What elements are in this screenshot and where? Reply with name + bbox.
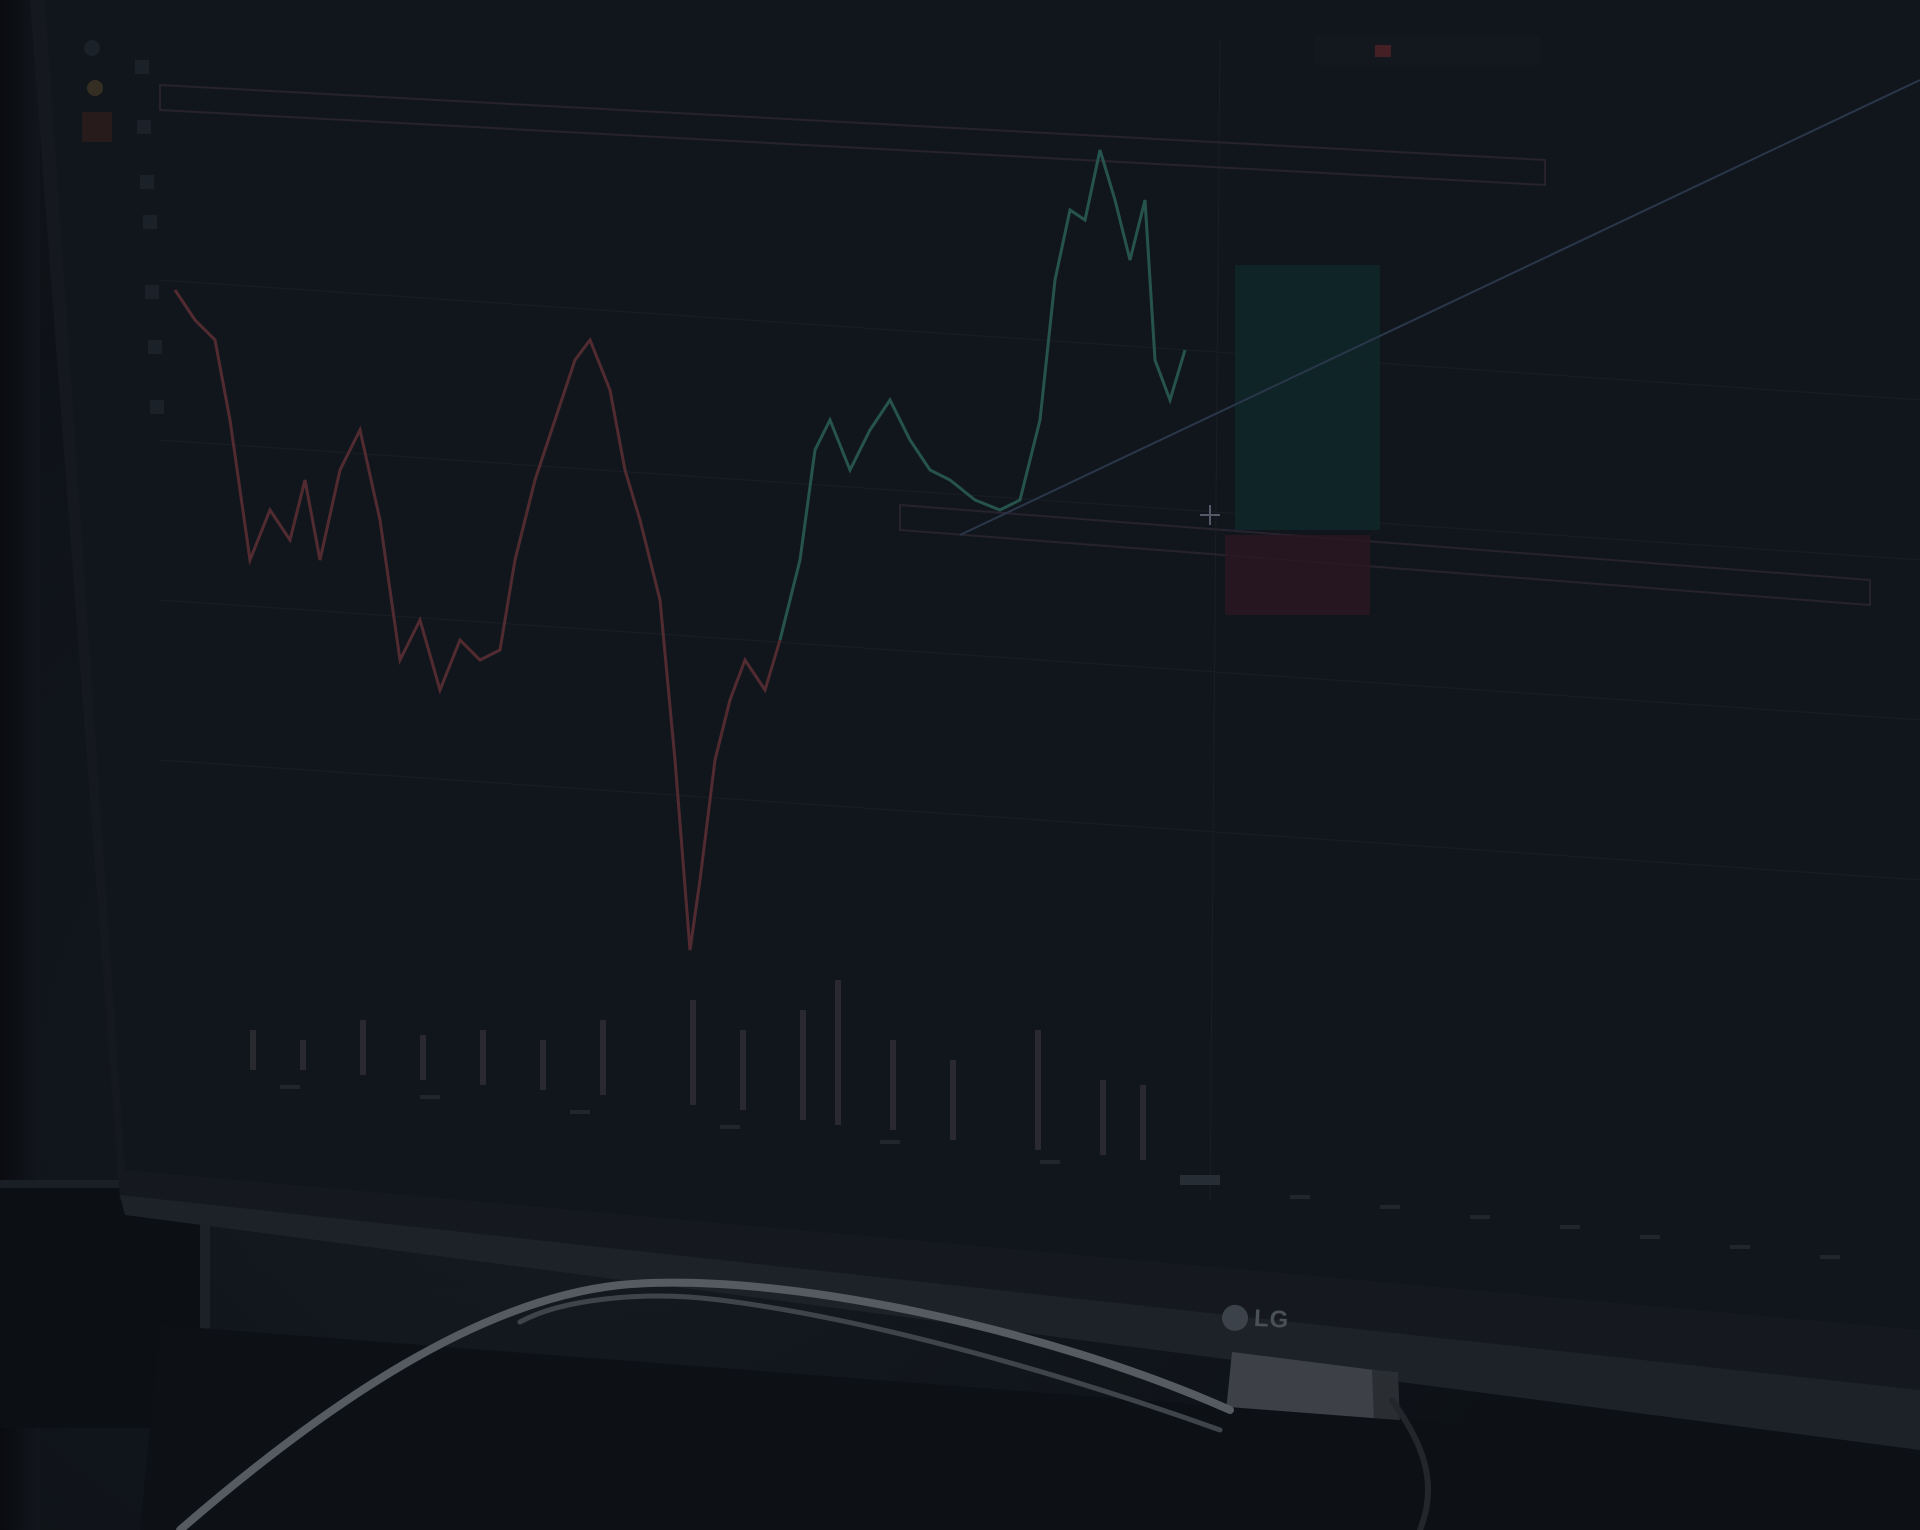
volume-bar: [835, 980, 841, 1125]
volume-bar: [300, 1040, 306, 1070]
volume-bar: [740, 1030, 746, 1110]
price-path-down: [173, 289, 782, 951]
resistance-zone: [159, 83, 1546, 187]
monitor: [30, 0, 1920, 1450]
toolbar-icon: [143, 215, 157, 229]
toolbar-icon: [145, 285, 159, 299]
gridline: [159, 599, 1920, 721]
axis-tick-mark: [1820, 1255, 1840, 1259]
volume-bars: [250, 980, 1146, 1160]
short-position-zone: [1225, 535, 1370, 615]
axis-tick-mark: [570, 1110, 590, 1114]
axis-tick-mark: [1290, 1195, 1310, 1199]
gridline: [1209, 39, 1221, 1201]
chart-gridlines: [159, 39, 1920, 1201]
long-position-zone: [1235, 265, 1380, 530]
toolbar-icon: [148, 340, 162, 354]
gridline: [159, 279, 1920, 401]
desk-surface: [140, 1325, 1920, 1530]
time-axis-ticks: [280, 1085, 1840, 1259]
toolbar-icon: [84, 40, 100, 56]
floating-drawing-toolbar: [1315, 35, 1540, 65]
monitor-bottom-bezel: [120, 1195, 1920, 1450]
price-path-up: [778, 149, 1187, 641]
cables: [176, 1278, 1432, 1530]
toolbar-icon: [150, 400, 164, 414]
axis-tick-mark: [880, 1140, 900, 1144]
cable-third: [1389, 1397, 1432, 1530]
cable-main: [176, 1278, 1234, 1530]
trend-line: [959, 79, 1920, 536]
toolbar-icon: [137, 120, 151, 134]
toolbar-icon-active: [82, 112, 112, 142]
chart-area: [82, 35, 1920, 1259]
toolbar-icon: [135, 60, 149, 74]
volume-bar: [1035, 1030, 1041, 1150]
floating-toolbar-bg: [1315, 35, 1540, 65]
axis-tick-mark: [1560, 1225, 1580, 1229]
volume-bar: [690, 1000, 696, 1105]
volume-bar: [420, 1035, 426, 1080]
monitor-screen: [45, 0, 1920, 1330]
axis-tick-mark: [1730, 1245, 1750, 1249]
monitor-brand-logo: LG: [1221, 1303, 1290, 1334]
axis-tick-mark: [1380, 1205, 1400, 1209]
support-zone: [899, 503, 1871, 607]
axis-tick-mark: [1640, 1235, 1660, 1239]
drawing-toolbar: [82, 40, 164, 414]
axis-tick-mark: [280, 1085, 300, 1089]
volume-bar: [890, 1040, 896, 1130]
volume-bar: [250, 1030, 256, 1070]
volume-bar: [1140, 1085, 1146, 1160]
color-swatch-icon: [1375, 45, 1391, 57]
cable-second: [517, 1293, 1223, 1433]
axis-tick-mark: [420, 1095, 440, 1099]
monitor-stand: [140, 1325, 1920, 1530]
axis-tick-mark: [1040, 1160, 1060, 1164]
volume-bar: [480, 1030, 486, 1085]
axis-tick-mark: [720, 1125, 740, 1129]
axis-tick-mark: [1470, 1215, 1490, 1219]
volume-bar: [1100, 1080, 1106, 1155]
axis-tick-mark: [1180, 1175, 1220, 1185]
volume-bar: [600, 1020, 606, 1095]
volume-bar: [800, 1010, 806, 1120]
volume-bar: [950, 1060, 956, 1140]
brand-label: LG: [1253, 1304, 1291, 1334]
crosshair-cursor: [1200, 505, 1220, 525]
gridline: [159, 439, 1920, 561]
gridline: [159, 759, 1920, 881]
volume-bar: [540, 1040, 546, 1090]
volume-bar: [360, 1020, 366, 1075]
toolbar-icon: [87, 80, 103, 96]
toolbar-icon: [140, 175, 154, 189]
lg-logo-icon: [1221, 1304, 1249, 1332]
